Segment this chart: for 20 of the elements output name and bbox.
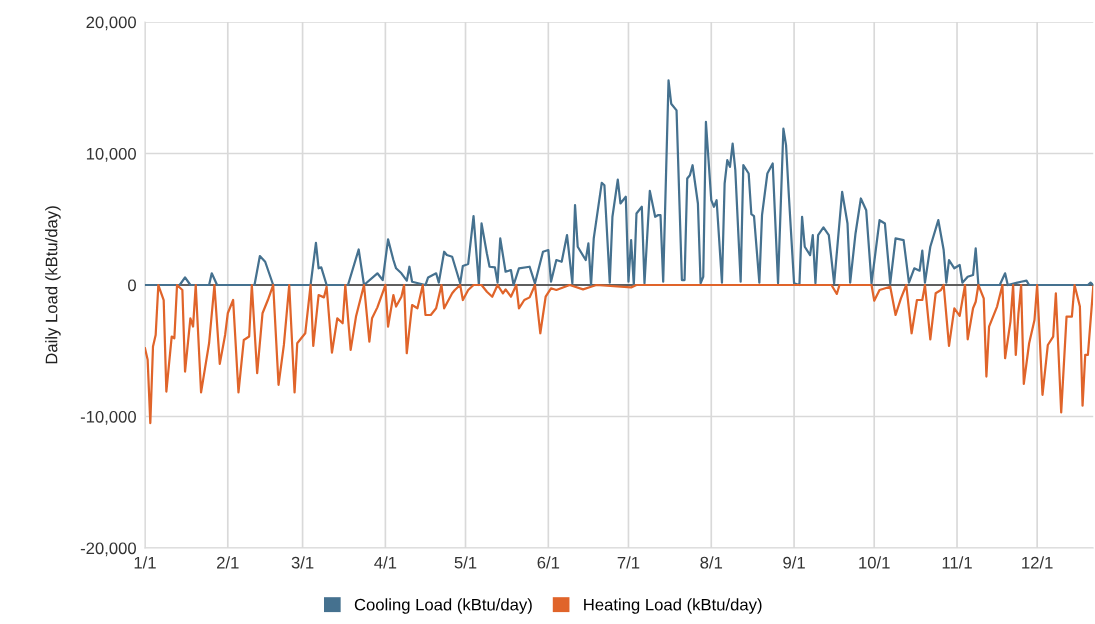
x-tick-label: 7/1	[617, 556, 640, 569]
y-tick-label: 0	[128, 279, 136, 292]
x-tick-label: 1/1	[134, 556, 156, 569]
y-tick-label: -20,000	[80, 542, 136, 557]
y-tick-label: -10,000	[80, 410, 136, 425]
y-tick-label: 20,000	[86, 16, 136, 31]
x-tick-label: 8/1	[700, 556, 723, 569]
x-tick-label: 11/1	[942, 556, 972, 569]
x-tick-label: 2/1	[217, 556, 239, 569]
x-tick-label: 3/1	[291, 556, 314, 569]
x-tick-label: 6/1	[537, 556, 560, 569]
legend-label: Cooling Load (kBtu/day)	[354, 598, 532, 614]
y-tick-label: 10,000	[86, 147, 136, 162]
x-tick-label: 4/1	[374, 556, 397, 569]
x-tick-label: 9/1	[783, 556, 805, 569]
x-tick-label: 12/1	[1022, 556, 1053, 569]
x-tick-label: 5/1	[454, 556, 477, 569]
legend-label: Heating Load (kBtu/day)	[584, 598, 762, 614]
y-axis-title: Daily Load (kBtu/day)	[45, 206, 61, 364]
x-tick-label: 10/1	[859, 556, 890, 569]
